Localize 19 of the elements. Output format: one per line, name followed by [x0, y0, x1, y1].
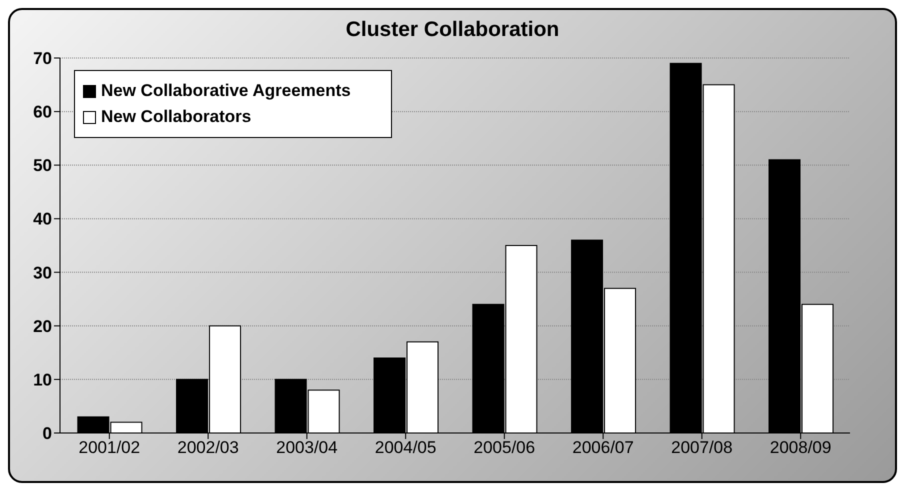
y-tick-label: 20 [33, 316, 52, 336]
x-tick-label: 2008/09 [770, 438, 832, 458]
y-tick-label: 70 [33, 49, 52, 68]
x-tick-label: 2002/03 [177, 438, 239, 458]
x-tick-label: 2006/07 [572, 438, 634, 458]
y-tick-label: 40 [33, 210, 52, 229]
y-tick-label: 0 [42, 424, 52, 444]
x-tick-label: 2001/02 [78, 438, 140, 458]
legend-label: New Collaborative Agreements [101, 81, 351, 101]
x-tick-label: 2003/04 [276, 438, 338, 458]
x-tick-label: 2007/08 [671, 438, 733, 458]
x-tick-label: 2005/06 [474, 438, 536, 458]
legend-label: New Collaborators [101, 107, 252, 127]
y-tick-label: 60 [33, 102, 52, 122]
y-tick-label: 10 [33, 370, 52, 390]
y-tick-label: 50 [33, 156, 52, 176]
x-tick-label: 2004/05 [374, 438, 436, 458]
chart-title: Cluster Collaboration [344, 17, 560, 43]
y-tick-label: 30 [33, 263, 52, 282]
